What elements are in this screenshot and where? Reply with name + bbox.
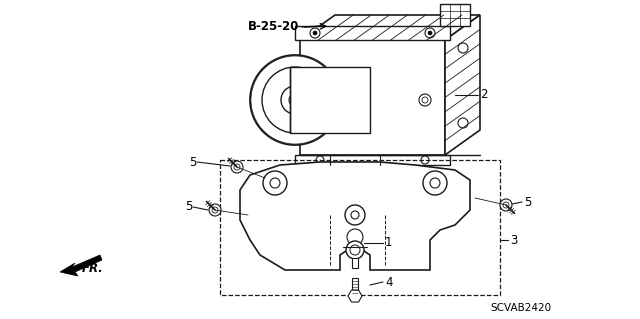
Text: B-25-20: B-25-20 (248, 20, 300, 33)
Circle shape (310, 28, 320, 38)
Polygon shape (445, 15, 480, 155)
Text: FR.: FR. (82, 262, 104, 275)
Circle shape (350, 245, 360, 255)
Circle shape (425, 28, 435, 38)
Bar (352, 278, 358, 296)
Bar (295, 26, 450, 40)
Polygon shape (240, 162, 470, 270)
Circle shape (500, 199, 512, 211)
Circle shape (212, 207, 218, 213)
Circle shape (234, 164, 240, 170)
Bar (220, 160, 500, 295)
Circle shape (422, 97, 428, 103)
Circle shape (263, 171, 287, 195)
Circle shape (503, 202, 509, 208)
Polygon shape (300, 15, 480, 40)
Circle shape (270, 178, 280, 188)
Circle shape (351, 211, 359, 219)
Circle shape (430, 178, 440, 188)
Circle shape (347, 229, 363, 245)
Circle shape (313, 31, 317, 35)
Circle shape (423, 171, 447, 195)
Circle shape (262, 67, 328, 133)
Circle shape (458, 118, 468, 128)
Text: 5: 5 (186, 201, 193, 213)
Text: 4: 4 (385, 276, 392, 288)
Text: 5: 5 (189, 155, 197, 168)
Text: 1: 1 (385, 236, 392, 249)
Circle shape (346, 241, 364, 259)
Circle shape (428, 31, 432, 35)
Bar (290, 67, 370, 133)
Bar (352, 258, 358, 268)
Text: SCVAB2420: SCVAB2420 (490, 303, 551, 313)
Bar (295, 155, 450, 165)
Circle shape (458, 43, 468, 53)
Circle shape (250, 55, 340, 145)
Text: 2: 2 (480, 88, 488, 101)
Polygon shape (60, 255, 102, 276)
Text: 5: 5 (524, 196, 531, 209)
Bar (300, 40, 445, 155)
Polygon shape (348, 290, 362, 302)
Circle shape (316, 156, 324, 164)
Circle shape (289, 94, 301, 106)
Circle shape (419, 94, 431, 106)
Circle shape (421, 156, 429, 164)
Circle shape (281, 86, 309, 114)
Circle shape (209, 204, 221, 216)
Text: 3: 3 (510, 234, 517, 247)
Bar (440, 4, 470, 26)
Circle shape (345, 205, 365, 225)
Circle shape (231, 161, 243, 173)
